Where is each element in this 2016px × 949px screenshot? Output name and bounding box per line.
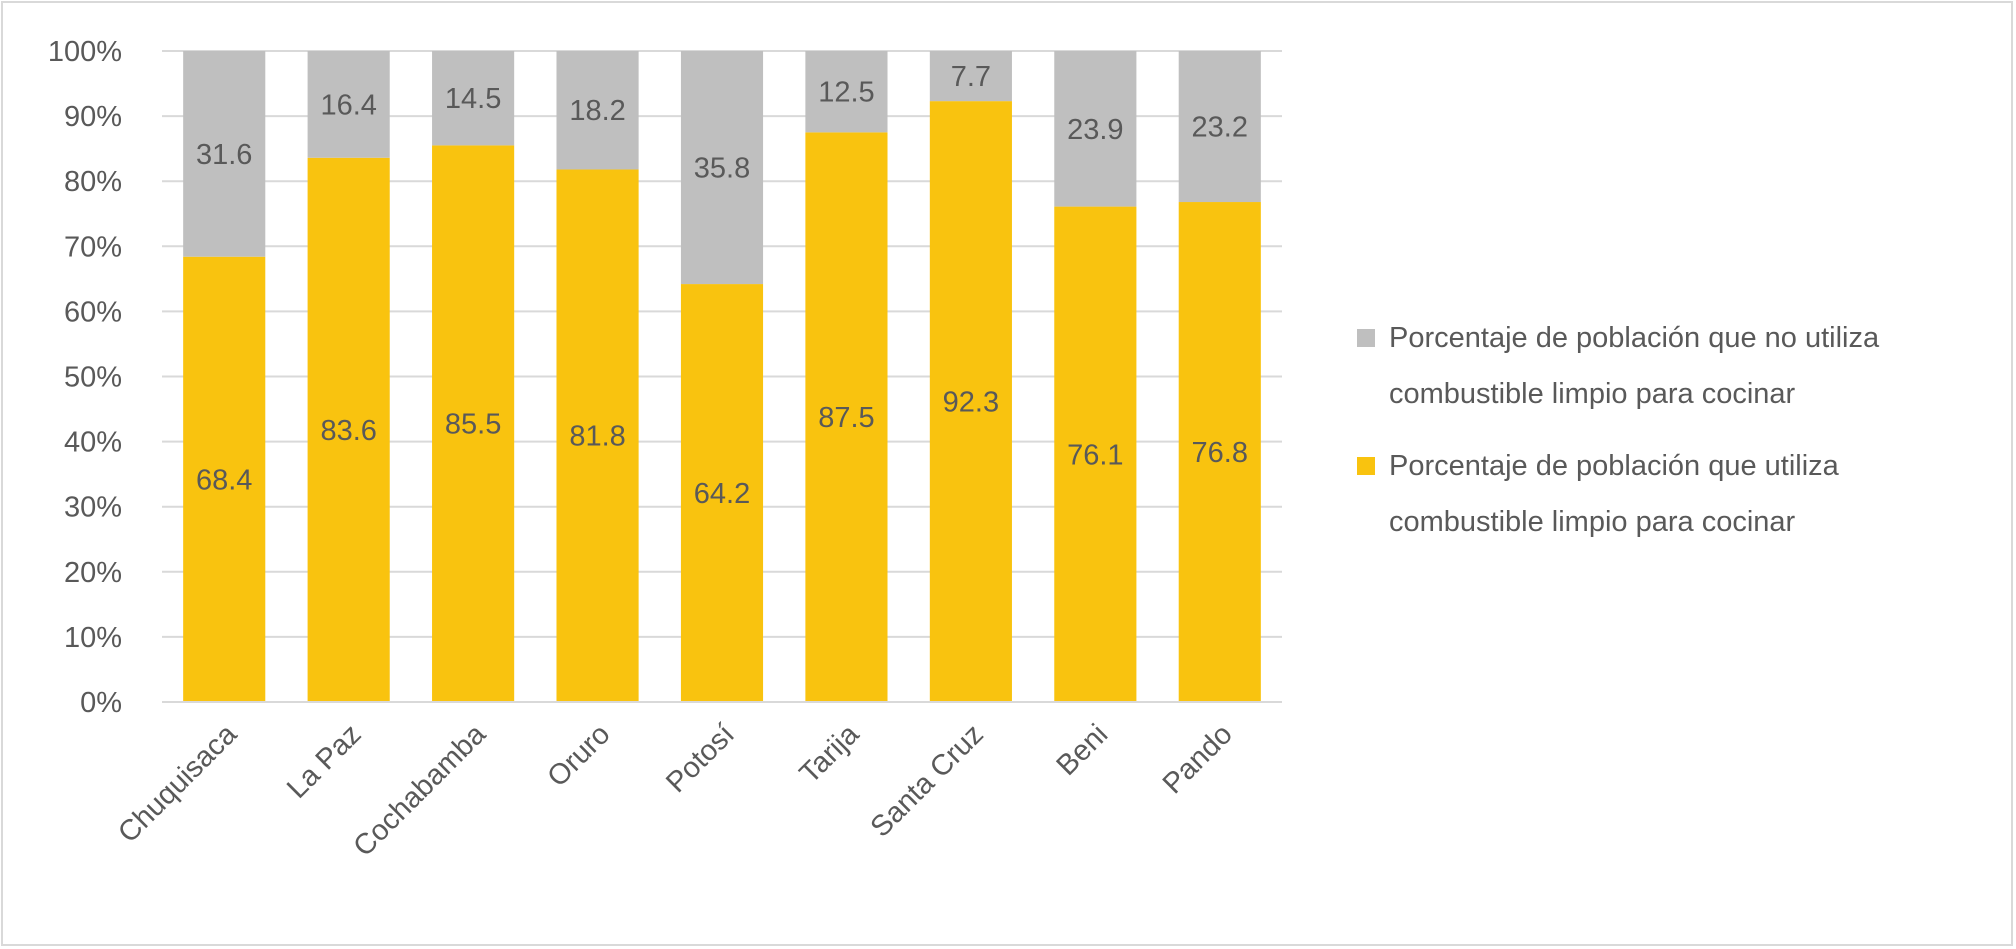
legend-swatch-yellow <box>1357 457 1375 475</box>
x-tick-label: Tarija <box>794 718 866 790</box>
data-label: 68.4 <box>196 464 252 496</box>
legend-item-no-clean-fuel: Porcentaje de población que no utiliza c… <box>1357 310 1997 422</box>
bar-segment <box>1054 206 1137 703</box>
y-tick-label: 60% <box>64 296 122 328</box>
data-label: 12.5 <box>818 77 874 109</box>
data-label: 31.6 <box>196 139 252 171</box>
y-tick-label: 40% <box>64 427 122 459</box>
data-label: 76.1 <box>1067 439 1123 471</box>
data-label: 83.6 <box>320 415 376 447</box>
bar-segment <box>183 51 266 257</box>
data-label: 92.3 <box>943 387 999 419</box>
y-tick-label: 10% <box>64 622 122 654</box>
bar-segment <box>307 51 390 158</box>
data-label: 35.8 <box>694 153 750 185</box>
data-label: 7.7 <box>951 61 991 93</box>
bar-segment <box>929 51 1012 102</box>
bar-segment <box>432 145 515 702</box>
bar-segment <box>556 169 639 702</box>
legend-swatch-gray <box>1357 329 1375 347</box>
bar-segment <box>183 256 266 702</box>
y-tick-label: 0% <box>80 687 122 719</box>
bar-segment <box>1178 51 1261 203</box>
y-tick-label: 50% <box>64 362 122 394</box>
legend-label: Porcentaje de población que no utiliza c… <box>1389 322 1880 410</box>
bar-segment <box>805 51 888 133</box>
x-tick-label: Chuquisaca <box>112 718 244 850</box>
data-label: 14.5 <box>445 83 501 115</box>
data-label: 87.5 <box>818 402 874 434</box>
bar-segment <box>929 101 1012 702</box>
x-tick-label: Cochabamba <box>347 718 492 863</box>
bar-segment <box>556 51 639 170</box>
y-tick-label: 90% <box>64 101 122 133</box>
legend: Porcentaje de población que no utiliza c… <box>1357 310 1997 550</box>
data-label: 85.5 <box>445 409 501 441</box>
bar-segment <box>307 157 390 702</box>
y-tick-label: 100% <box>48 36 122 68</box>
data-label: 23.2 <box>1192 112 1248 144</box>
data-label: 81.8 <box>569 421 625 453</box>
bar-segment <box>1054 51 1137 207</box>
legend-label: Porcentaje de población que utiliza comb… <box>1389 450 1839 538</box>
y-tick-label: 20% <box>64 557 122 589</box>
y-tick-label: 70% <box>64 231 122 263</box>
data-label: 76.8 <box>1192 437 1248 469</box>
bar-segment <box>680 284 764 702</box>
x-tick-label: Pando <box>1157 718 1239 800</box>
bar-segment <box>432 51 515 146</box>
x-tick-label: Santa Cruz <box>865 718 990 843</box>
x-tick-label: Oruro <box>541 718 616 793</box>
x-tick-label: La Paz <box>281 718 367 804</box>
legend-item-clean-fuel: Porcentaje de población que utiliza comb… <box>1357 438 1997 550</box>
bar-segment <box>680 51 764 285</box>
y-tick-label: 30% <box>64 492 122 524</box>
y-tick-label: 80% <box>64 166 122 198</box>
data-label: 23.9 <box>1067 114 1123 146</box>
x-tick-label: Potosí <box>660 718 741 799</box>
bar-segment <box>805 132 888 702</box>
data-label: 64.2 <box>694 478 750 510</box>
data-label: 16.4 <box>320 89 376 121</box>
x-tick-label: Beni <box>1051 718 1115 782</box>
data-label: 18.2 <box>569 95 625 127</box>
bar-segment <box>1178 202 1261 703</box>
